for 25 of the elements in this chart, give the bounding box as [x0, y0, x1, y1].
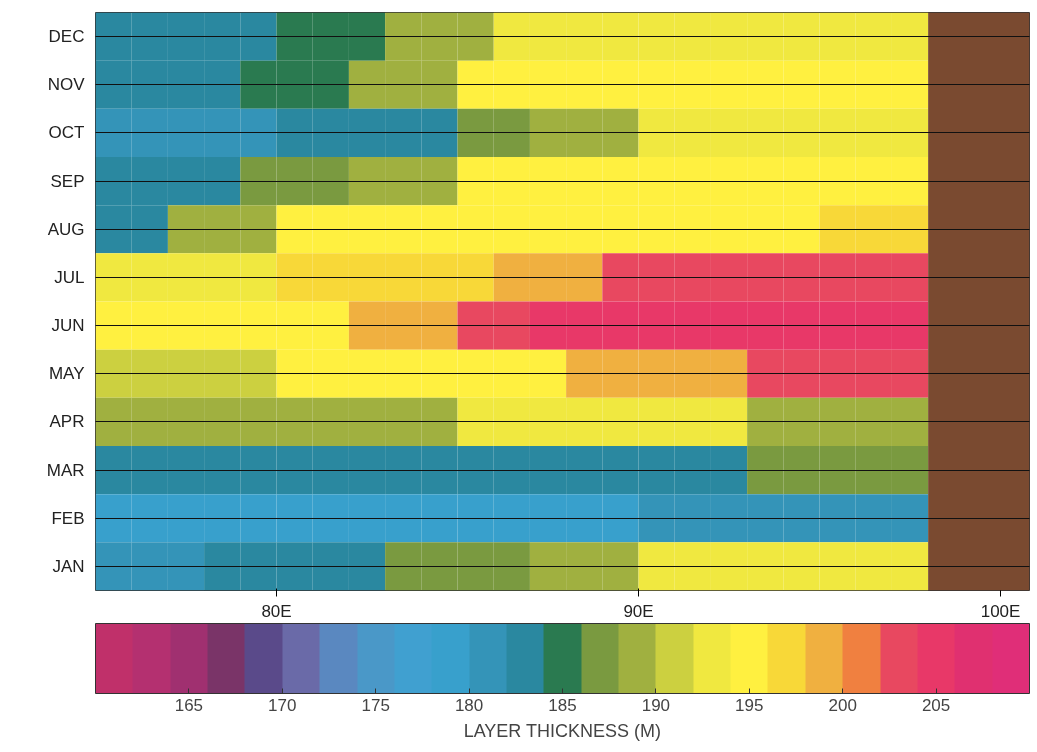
color-bar-label: 195 [735, 695, 764, 715]
color-bar-label: 190 [641, 695, 671, 715]
y-tick-label: NOV [47, 75, 86, 95]
y-tick-label: JUL [54, 267, 85, 287]
color-bar-label: 170 [268, 695, 297, 715]
color-bar-label: 175 [361, 695, 390, 715]
color-bar-label: 205 [921, 695, 951, 715]
y-tick-label: SEP [50, 171, 85, 191]
y-tick-label: APR [49, 412, 85, 432]
y-tick-label: OCT [48, 123, 85, 143]
color-bar-title: LAYER THICKNESS (M) [463, 720, 662, 741]
y-tick-label: JAN [52, 556, 85, 576]
x-tick-label: 90E [623, 601, 654, 621]
color-bar-label: 165 [174, 695, 204, 715]
y-tick-label: MAY [48, 364, 85, 384]
color-bar-label: 180 [454, 695, 484, 715]
y-tick-label: FEB [51, 508, 85, 528]
x-tick-label: 100E [980, 601, 1021, 621]
y-tick-label: MAR [46, 460, 85, 480]
color-bar-label: 185 [548, 695, 577, 715]
y-tick-label: AUG [47, 219, 85, 239]
x-tick-label: 80E [261, 601, 292, 621]
y-tick-label: JUN [51, 316, 85, 336]
y-tick-label: DEC [48, 27, 85, 47]
color-bar-label: 200 [828, 695, 857, 715]
